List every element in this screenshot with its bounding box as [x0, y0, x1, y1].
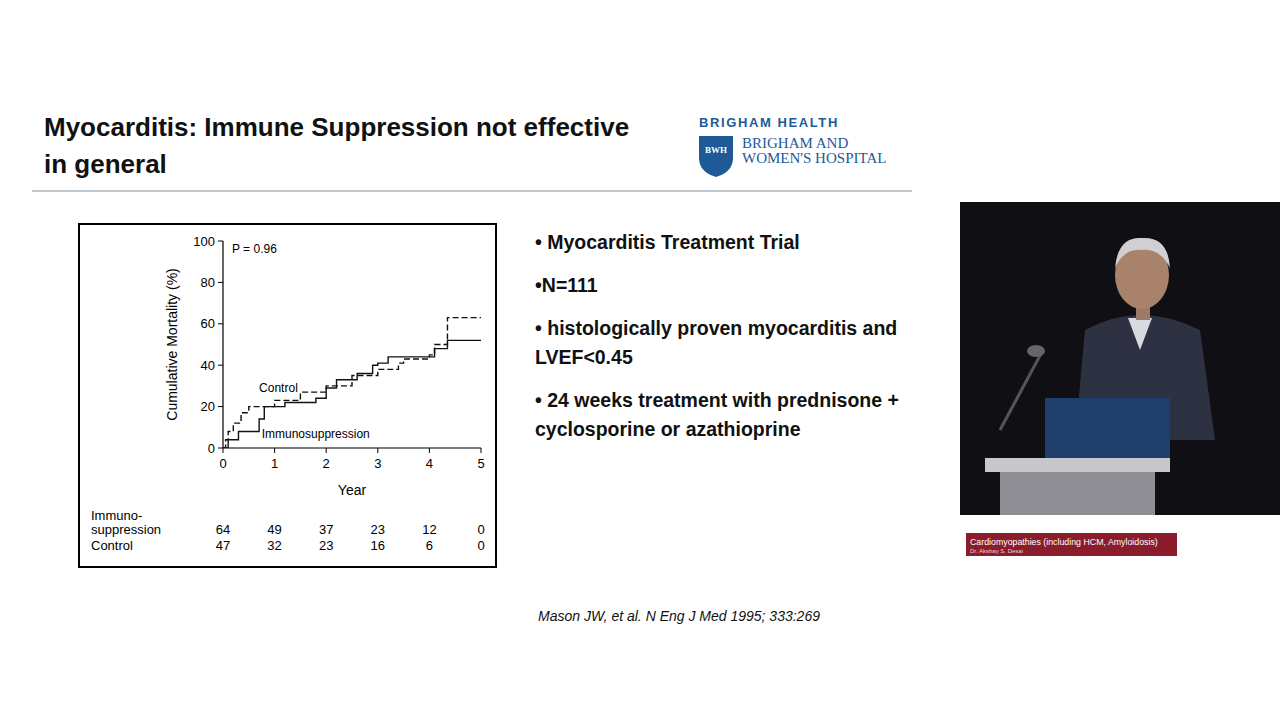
logo-badge: BWH — [705, 145, 727, 155]
bullet-line: • histologically proven myocarditis and — [535, 317, 897, 339]
background — [0, 0, 1280, 720]
km-curve — [223, 318, 481, 448]
bullet-line: cyclosporine or azathioprine — [535, 418, 801, 440]
title-line: Myocarditis: Immune Suppression not effe… — [44, 112, 629, 142]
bullet-line: • 24 weeks treatment with prednisone + — [535, 389, 899, 411]
x-tick — [274, 448, 275, 453]
x-axis-title: Year — [338, 482, 367, 498]
citation: Mason JW, et al. N Eng J Med 1995; 333:2… — [538, 608, 820, 624]
risk-value: 0 — [477, 522, 484, 537]
y-tick — [218, 406, 223, 407]
podium-front — [1000, 472, 1155, 515]
x-tick-label: 3 — [374, 456, 381, 471]
risk-row-label: Immuno-suppression — [91, 508, 161, 537]
bullet-line: • Myocarditis Treatment Trial — [535, 231, 800, 253]
slide-title: Myocarditis: Immune Suppression not effe… — [44, 112, 629, 179]
bullet-line: LVEF<0.45 — [535, 346, 633, 368]
risk-value: 23 — [371, 522, 385, 537]
microphone-stand — [1000, 350, 1043, 430]
x-tick — [223, 448, 224, 453]
y-tick — [218, 448, 223, 449]
y-tick-label: 60 — [201, 316, 215, 331]
logo-name: WOMEN'S HOSPITAL — [742, 150, 886, 166]
km-curve — [223, 340, 481, 448]
risk-value: 16 — [371, 538, 385, 553]
bullet: • Myocarditis Treatment Trial — [535, 231, 800, 253]
y-tick-label: 80 — [201, 275, 215, 290]
y-tick-label: 100 — [193, 234, 215, 249]
risk-label-line: Control — [91, 538, 133, 553]
speaker-shirt — [1128, 318, 1152, 350]
y-tick — [218, 365, 223, 366]
title-line: in general — [44, 149, 167, 179]
x-tick-label: 1 — [271, 456, 278, 471]
y-tick — [218, 323, 223, 324]
microphone — [1027, 345, 1045, 357]
risk-label-line: Immuno- — [91, 508, 142, 523]
risk-label-line: suppression — [91, 522, 161, 537]
y-tick — [218, 282, 223, 283]
y-axis-line — [222, 241, 223, 448]
risk-row-label: Control — [91, 538, 133, 553]
logo-name: BRIGHAM AND — [742, 135, 848, 151]
bullet: •N=111 — [535, 274, 598, 296]
risk-value: 23 — [319, 538, 333, 553]
bullet-line: •N=111 — [535, 274, 598, 296]
y-tick-label: 40 — [201, 358, 215, 373]
x-tick — [481, 448, 482, 453]
risk-value: 12 — [422, 522, 436, 537]
logo-brand: BRIGHAM HEALTH — [699, 115, 839, 130]
x-tick — [326, 448, 327, 453]
series-label: Immunosuppression — [262, 427, 370, 441]
series-label: Control — [259, 381, 298, 395]
speaker-hair — [1115, 238, 1170, 268]
y-tick-label: 20 — [201, 399, 215, 414]
risk-value: 49 — [267, 522, 281, 537]
risk-value: 37 — [319, 522, 333, 537]
bullet: • histologically proven myocarditis and L… — [535, 317, 897, 368]
p-value: P = 0.96 — [232, 242, 277, 256]
chart-frame — [79, 224, 496, 567]
caption-box — [966, 533, 1177, 556]
x-tick-label: 4 — [426, 456, 433, 471]
plot-marks — [223, 318, 481, 448]
risk-value: 47 — [216, 538, 230, 553]
podium-top — [985, 458, 1170, 472]
bullet: • 24 weeks treatment with prednisone + cy… — [535, 389, 899, 440]
y-axis-title: Cumulative Mortality (%) — [164, 268, 180, 420]
label-patch — [258, 381, 299, 395]
video-frame — [960, 202, 1280, 515]
risk-value: 32 — [267, 538, 281, 553]
x-tick — [429, 448, 430, 453]
page-body: {"slide": {"title": "Myocarditis: Immune… — [0, 0, 1280, 720]
y-tick-label: 0 — [208, 441, 215, 456]
title-rule — [32, 191, 912, 192]
risk-value: 6 — [426, 538, 433, 553]
y-tick — [218, 241, 223, 242]
caption-title: Cardiomyopathies (including HCM, Amyloid… — [970, 537, 1158, 547]
x-tick-label: 5 — [477, 456, 484, 471]
risk-value: 0 — [477, 538, 484, 553]
label-patch — [261, 427, 371, 441]
x-axis-line — [223, 447, 481, 448]
laptop — [1045, 398, 1170, 460]
x-tick — [377, 448, 378, 453]
caption-speaker: Dr. Akshay S. Desai — [970, 548, 1023, 554]
slide-canvas: Myocarditis: Immune Suppression not effe… — [0, 0, 1280, 720]
x-tick-label: 0 — [219, 456, 226, 471]
risk-value: 64 — [216, 522, 230, 537]
x-tick-label: 2 — [323, 456, 330, 471]
logo-shield — [699, 136, 733, 177]
